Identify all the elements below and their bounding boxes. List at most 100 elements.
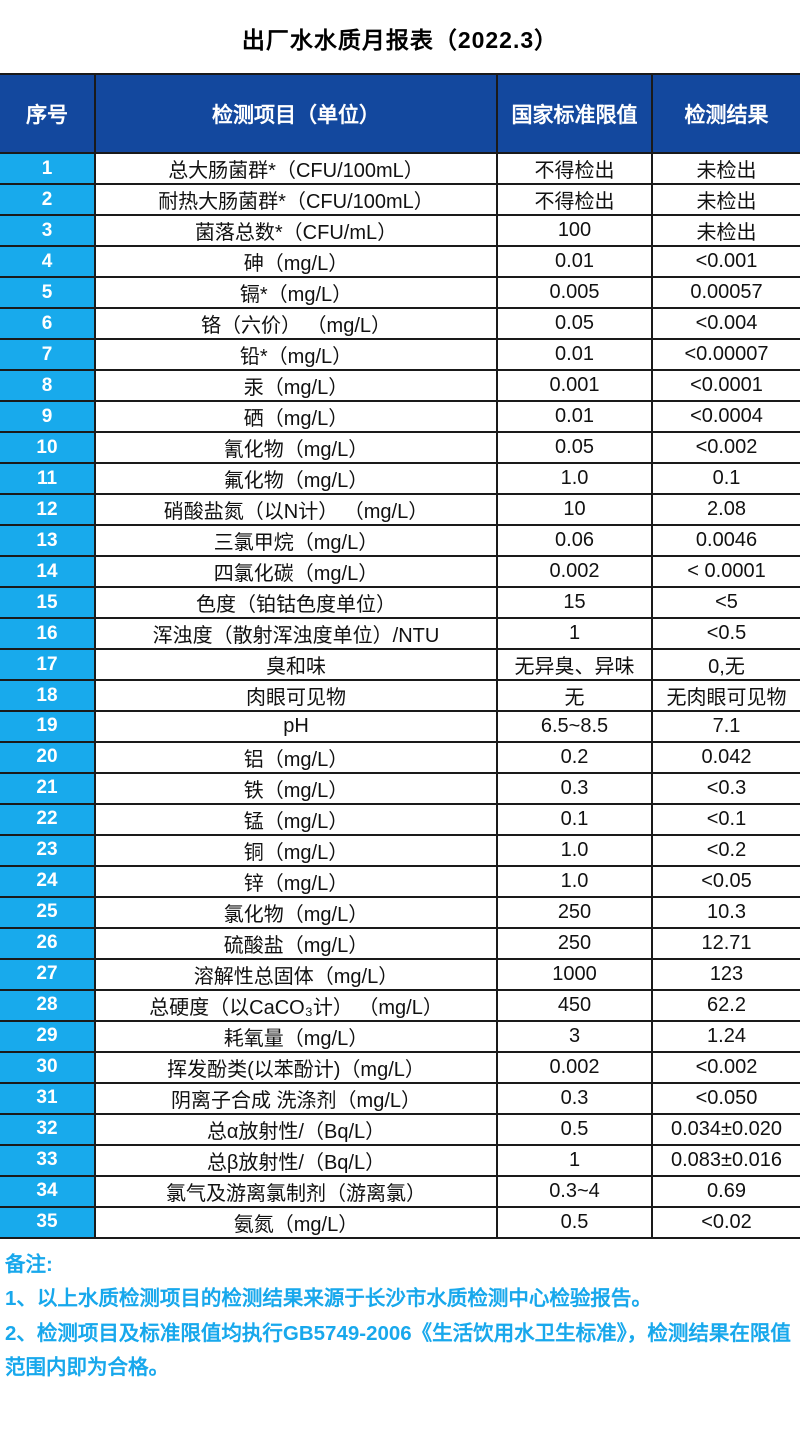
standard-limit-cell: 0.3 bbox=[497, 1082, 653, 1115]
notes-label: 备注: bbox=[5, 1252, 53, 1276]
test-result-cell: <0.3 bbox=[652, 772, 800, 805]
table-row: 32 总α放射性/（Bq/L） 0.5 0.034±0.020 bbox=[0, 1113, 800, 1146]
item-name-cell: 氟化物（mg/L） bbox=[95, 463, 498, 495]
row-index-cell: 18 bbox=[0, 680, 96, 712]
test-result-cell: <0.001 bbox=[652, 246, 800, 278]
row-index-cell: 1 bbox=[0, 153, 96, 185]
standard-limit-cell: 0.5 bbox=[497, 1113, 653, 1146]
test-result-cell: <0.0001 bbox=[652, 370, 800, 402]
col-header-item: 检测项目（单位） bbox=[95, 74, 498, 154]
page-title: 出厂水水质月报表（2022.3） bbox=[241, 27, 559, 53]
notes-section: 备注: 1、以上水质检测项目的检测结果来源于长沙市水质检测中心检验报告。 2、检… bbox=[0, 1239, 800, 1386]
test-result-cell: < 0.0001 bbox=[652, 556, 800, 588]
test-result-cell: 1.24 bbox=[652, 1020, 800, 1053]
row-index-cell: 14 bbox=[0, 556, 96, 588]
table-row: 4 砷（mg/L） 0.01 <0.001 bbox=[0, 246, 800, 278]
item-name-cell: 铝（mg/L） bbox=[95, 741, 498, 774]
table-row: 15 色度（铂钴色度单位） 15 <5 bbox=[0, 587, 800, 619]
standard-limit-cell: 0.001 bbox=[497, 370, 653, 402]
standard-limit-cell: 0.05 bbox=[497, 432, 653, 464]
standard-limit-cell: 0.002 bbox=[497, 556, 653, 588]
table-header-row: 序号 检测项目（单位） 国家标准限值 检测结果 bbox=[0, 74, 800, 154]
item-name-cell: 锌（mg/L） bbox=[95, 865, 498, 898]
row-index-cell: 32 bbox=[0, 1113, 96, 1146]
standard-limit-cell: 不得检出 bbox=[497, 184, 653, 216]
standard-limit-cell: 6.5~8.5 bbox=[497, 711, 653, 743]
table-row: 34 氯气及游离氯制剂（游离氯） 0.3~4 0.69 bbox=[0, 1175, 800, 1208]
table-row: 2 耐热大肠菌群*（CFU/100mL） 不得检出 未检出 bbox=[0, 184, 800, 216]
test-result-cell: 0.042 bbox=[652, 741, 800, 774]
standard-limit-cell: 无 bbox=[497, 680, 653, 712]
test-result-cell: 12.71 bbox=[652, 927, 800, 960]
col-header-index: 序号 bbox=[0, 74, 96, 154]
table-row: 26 硫酸盐（mg/L） 250 12.71 bbox=[0, 927, 800, 960]
water-quality-table: 序号 检测项目（单位） 国家标准限值 检测结果 1 总大肠菌群*（CFU/100mL）不… bbox=[0, 73, 800, 1239]
row-index-cell: 17 bbox=[0, 649, 96, 681]
test-result-cell: <0.5 bbox=[652, 618, 800, 650]
test-result-cell: 未检出 bbox=[652, 184, 800, 216]
item-name-cell: 硒（mg/L） bbox=[95, 401, 498, 433]
table-row: 28 总硬度（以CaCO₃计） （mg/L） 450 62.2 bbox=[0, 989, 800, 1022]
item-name-cell: 总硬度（以CaCO₃计） （mg/L） bbox=[95, 989, 498, 1022]
row-index-cell: 13 bbox=[0, 525, 96, 557]
table-header: 序号 检测项目（单位） 国家标准限值 检测结果 bbox=[0, 74, 800, 154]
row-index-cell: 24 bbox=[0, 865, 96, 898]
row-index-cell: 11 bbox=[0, 463, 96, 495]
note-item-1: 1、以上水质检测项目的检测结果来源于长沙市水质检测中心检验报告。 bbox=[5, 1287, 652, 1311]
table-row: 23 铜（mg/L） 1.0 <0.2 bbox=[0, 834, 800, 867]
test-result-cell: <0.050 bbox=[652, 1082, 800, 1115]
item-name-cell: 总α放射性/（Bq/L） bbox=[95, 1113, 498, 1146]
standard-limit-cell: 1.0 bbox=[497, 834, 653, 867]
item-name-cell: 砷（mg/L） bbox=[95, 246, 498, 278]
standard-limit-cell: 0.01 bbox=[497, 246, 653, 278]
item-name-cell: 铁（mg/L） bbox=[95, 772, 498, 805]
row-index-cell: 30 bbox=[0, 1051, 96, 1084]
test-result-cell: 未检出 bbox=[652, 215, 800, 247]
item-name-cell: 色度（铂钴色度单位） bbox=[95, 587, 498, 619]
col-header-limit: 国家标准限值 bbox=[497, 74, 653, 154]
table-row: 3 菌落总数*（CFU/mL） 100 未检出 bbox=[0, 215, 800, 247]
table-row: 14 四氯化碳（mg/L） 0.002 < 0.0001 bbox=[0, 556, 800, 588]
item-name-cell: 耗氧量（mg/L） bbox=[95, 1020, 498, 1053]
standard-limit-cell: 1 bbox=[497, 1144, 653, 1177]
row-index-cell: 35 bbox=[0, 1206, 96, 1239]
row-index-cell: 29 bbox=[0, 1020, 96, 1053]
table-row: 18 肉眼可见物无无肉眼可见物 bbox=[0, 680, 800, 712]
test-result-cell: <0.002 bbox=[652, 432, 800, 464]
table-row: 5 镉*（mg/L） 0.005 0.00057 bbox=[0, 277, 800, 309]
test-result-cell: 0.0046 bbox=[652, 525, 800, 557]
table-row: 33 总β放射性/（Bq/L） 1 0.083±0.016 bbox=[0, 1144, 800, 1177]
table-row: 1 总大肠菌群*（CFU/100mL） 不得检出 未检出 bbox=[0, 153, 800, 185]
test-result-cell: <5 bbox=[652, 587, 800, 619]
test-result-cell: 7.1 bbox=[652, 711, 800, 743]
table-row: 22 锰（mg/L） 0.1 <0.1 bbox=[0, 803, 800, 836]
item-name-cell: 总大肠菌群*（CFU/100mL） bbox=[95, 153, 498, 185]
standard-limit-cell: 1 bbox=[497, 618, 653, 650]
item-name-cell: 耐热大肠菌群*（CFU/100mL） bbox=[95, 184, 498, 216]
table-body: 1 总大肠菌群*（CFU/100mL） 不得检出 未检出 2 耐热大肠菌群*（CFU/10… bbox=[0, 153, 800, 1239]
standard-limit-cell: 0.3~4 bbox=[497, 1175, 653, 1208]
item-name-cell: 氯化物（mg/L） bbox=[95, 896, 498, 929]
row-index-cell: 34 bbox=[0, 1175, 96, 1208]
standard-limit-cell: 无异臭、异味 bbox=[497, 649, 653, 681]
test-result-cell: <0.1 bbox=[652, 803, 800, 836]
standard-limit-cell: 0.06 bbox=[497, 525, 653, 557]
table-row: 35 氨氮（mg/L） 0.5 <0.02 bbox=[0, 1206, 800, 1239]
item-name-cell: 挥发酚类(以苯酚计)（mg/L） bbox=[95, 1051, 498, 1084]
row-index-cell: 33 bbox=[0, 1144, 96, 1177]
row-index-cell: 4 bbox=[0, 246, 96, 278]
row-index-cell: 10 bbox=[0, 432, 96, 464]
row-index-cell: 20 bbox=[0, 741, 96, 774]
row-index-cell: 19 bbox=[0, 711, 96, 743]
item-name-cell: 氰化物（mg/L） bbox=[95, 432, 498, 464]
table-row: 30 挥发酚类(以苯酚计)（mg/L） 0.002 <0.002 bbox=[0, 1051, 800, 1084]
standard-limit-cell: 1.0 bbox=[497, 463, 653, 495]
item-name-cell: 菌落总数*（CFU/mL） bbox=[95, 215, 498, 247]
test-result-cell: 123 bbox=[652, 958, 800, 991]
standard-limit-cell: 250 bbox=[497, 927, 653, 960]
table-row: 31 阴离子合成 洗涤剂（mg/L） 0.3 <0.050 bbox=[0, 1082, 800, 1115]
row-index-cell: 21 bbox=[0, 772, 96, 805]
item-name-cell: 铅*（mg/L） bbox=[95, 339, 498, 371]
table-row: 12 硝酸盐氮（以N计） （mg/L） 10 2.08 bbox=[0, 494, 800, 526]
standard-limit-cell: 1.0 bbox=[497, 865, 653, 898]
